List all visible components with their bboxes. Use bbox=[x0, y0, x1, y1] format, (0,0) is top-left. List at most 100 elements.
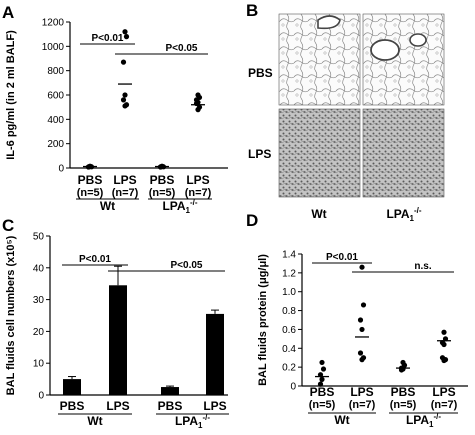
lpa1-label-sup: -/- bbox=[414, 206, 422, 215]
y-tick-label: 1.0 bbox=[282, 287, 296, 298]
bar bbox=[206, 313, 224, 395]
y-tick-label: 1200 bbox=[42, 18, 65, 29]
histology-lpa1-lps bbox=[362, 108, 445, 198]
data-point bbox=[359, 264, 365, 270]
group-n-label: (n=5) bbox=[390, 399, 417, 411]
y-tick-label: 10 bbox=[33, 359, 45, 370]
data-point bbox=[120, 97, 127, 103]
y-tick-label: 0.2 bbox=[282, 363, 296, 374]
data-point bbox=[441, 329, 447, 335]
bar bbox=[161, 387, 179, 395]
panel-letter-c: C bbox=[2, 216, 14, 235]
histology-row-label-lps: LPS bbox=[248, 147, 271, 161]
bar bbox=[63, 379, 81, 395]
lpa1-label-sub: 1 bbox=[429, 420, 434, 429]
panel-letter-d: D bbox=[246, 211, 258, 230]
data-point bbox=[123, 34, 130, 40]
chart-panel-a: 0 200 400 600 800 1000 1200 IL-6 pg/ml (in 2 ml… bbox=[5, 18, 228, 215]
panel-letter-a: A bbox=[2, 3, 14, 22]
y-axis-label: IL-6 pg/ml (in 2 ml BALF) bbox=[5, 30, 17, 160]
lpa1-label-sup: -/- bbox=[190, 198, 198, 207]
y-tick-label: 40 bbox=[33, 263, 45, 274]
y-tick-label: 0 bbox=[290, 382, 296, 393]
histology-wt-pbs bbox=[278, 13, 361, 106]
genotype-label-lpa1: LPA1-/- bbox=[406, 412, 441, 429]
category-label: LPS bbox=[186, 173, 209, 187]
data-point bbox=[441, 357, 447, 364]
y-tick-label: 600 bbox=[47, 91, 64, 102]
data-point bbox=[441, 341, 447, 348]
bar bbox=[109, 285, 127, 395]
genotype-label-lpa1: LPA1-/- bbox=[162, 198, 197, 215]
y-tick-label: 1000 bbox=[42, 42, 65, 53]
category-label: PBS bbox=[78, 173, 103, 187]
category-label: LPS bbox=[432, 385, 455, 399]
y-tick-label: 0 bbox=[38, 391, 44, 402]
y-tick-label: 30 bbox=[33, 295, 45, 306]
genotype-label-wt: Wt bbox=[87, 414, 102, 428]
lpa1-label-base: LPA bbox=[162, 199, 185, 213]
significance-label: n.s. bbox=[414, 261, 431, 272]
y-tick-label: 20 bbox=[33, 327, 45, 338]
panel-b-histology: PBS LPS Wt LPA1-/- bbox=[248, 13, 445, 223]
y-tick-label: 50 bbox=[33, 232, 45, 243]
data-point bbox=[359, 326, 365, 333]
lpa1-label-sub: 1 bbox=[186, 206, 191, 215]
group-n-label: (n=7) bbox=[349, 399, 376, 411]
histology-col-label-lpa1: LPA1-/- bbox=[386, 206, 421, 223]
histology-col-label-wt: Wt bbox=[311, 207, 326, 221]
genotype-label-wt: Wt bbox=[334, 413, 349, 427]
category-label: LPS bbox=[113, 173, 136, 187]
chart-panel-d: 0 0.2 0.4 0.6 0.8 1.0 1.2 1.4 BAL fluids protein… bbox=[257, 250, 468, 429]
y-tick-label: 0 bbox=[58, 164, 64, 175]
category-label: PBS bbox=[310, 385, 335, 399]
histology-lpa1-pbs bbox=[362, 13, 445, 106]
y-tick-label: 200 bbox=[47, 139, 64, 150]
significance-label: P<0.05 bbox=[171, 260, 203, 271]
y-tick-label: 400 bbox=[47, 115, 64, 126]
genotype-label-lpa1: LPA1-/- bbox=[175, 413, 210, 430]
significance-label: P<0.01 bbox=[79, 254, 111, 265]
data-point bbox=[120, 59, 127, 65]
data-point bbox=[122, 92, 128, 98]
panel-letter-b: B bbox=[246, 1, 258, 20]
group-n-label: (n=7) bbox=[185, 187, 212, 199]
y-tick-label: 800 bbox=[47, 66, 64, 77]
significance-label: P<0.01 bbox=[92, 33, 124, 44]
category-label: PBS bbox=[60, 399, 85, 413]
data-point bbox=[320, 366, 327, 372]
group-n-label: (n=5) bbox=[149, 187, 176, 199]
group-n-label: (n=7) bbox=[431, 399, 458, 411]
chart-panel-c: 0 10 20 30 40 50 BAL fluids cell numbers (x10⁵… bbox=[5, 232, 229, 430]
data-point bbox=[317, 381, 324, 387]
data-point bbox=[357, 350, 364, 356]
data-point bbox=[195, 107, 201, 113]
airway-shape bbox=[370, 39, 400, 61]
lpa1-label-sup: -/- bbox=[203, 413, 211, 422]
airway-shape bbox=[317, 15, 341, 30]
category-label: PBS bbox=[150, 173, 175, 187]
y-tick-label: 1.2 bbox=[282, 268, 296, 279]
group-n-label: (n=5) bbox=[77, 187, 104, 199]
data-point bbox=[319, 376, 325, 382]
data-point bbox=[122, 29, 128, 35]
airway-shape bbox=[409, 33, 427, 47]
category-label: LPS bbox=[106, 399, 129, 413]
y-tick-label: 0.8 bbox=[282, 306, 296, 317]
lpa1-label-base: LPA bbox=[406, 413, 429, 427]
genotype-label-wt: Wt bbox=[100, 199, 115, 213]
category-label: LPS bbox=[350, 385, 373, 399]
data-point bbox=[360, 302, 367, 308]
group-n-label: (n=5) bbox=[309, 399, 336, 411]
histology-wt-lps bbox=[278, 108, 361, 198]
data-point bbox=[319, 359, 325, 366]
lpa1-label-base: LPA bbox=[386, 207, 409, 221]
data-point bbox=[359, 357, 365, 363]
lpa1-label-sup: -/- bbox=[434, 412, 442, 421]
y-axis-label: BAL fluids protein (μg/μl) bbox=[257, 254, 269, 386]
lpa1-label-sub: 1 bbox=[410, 214, 415, 223]
y-tick-label: 0.6 bbox=[282, 325, 296, 336]
group-n-label: (n=7) bbox=[112, 187, 139, 199]
histology-row-label-pbs: PBS bbox=[248, 66, 273, 80]
